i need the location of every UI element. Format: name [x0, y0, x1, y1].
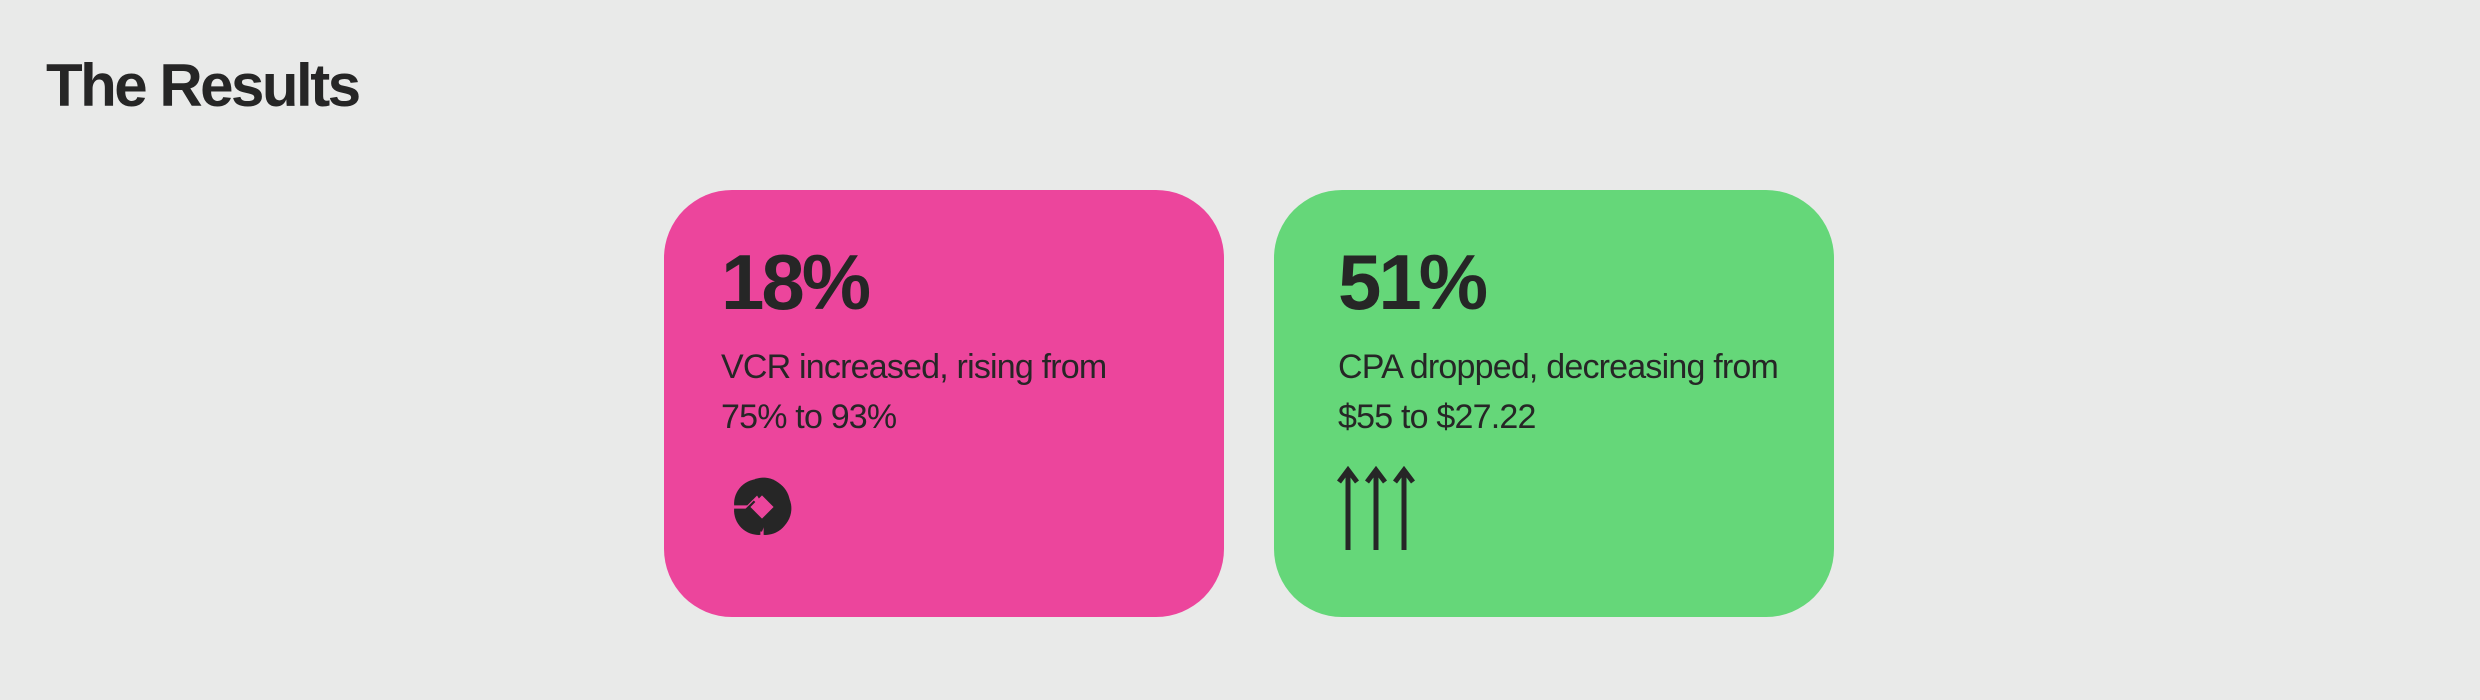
pinwheel-icon [721, 466, 803, 548]
result-card-cpa: 51% CPA dropped, decreasing from $55 to … [1274, 190, 1834, 617]
triple-up-arrows-icon [1336, 466, 1420, 550]
stat-value: 51% [1338, 238, 1488, 326]
stat-description: CPA dropped, decreasing from $55 to $27.… [1338, 348, 1779, 436]
result-card-vcr: 18% VCR increased, rising from 75% to 93… [664, 190, 1224, 617]
stat-description: VCR increased, rising from 75% to 93% [721, 348, 1107, 436]
page-title: The Results [46, 52, 361, 119]
stat-value: 18% [721, 238, 871, 326]
